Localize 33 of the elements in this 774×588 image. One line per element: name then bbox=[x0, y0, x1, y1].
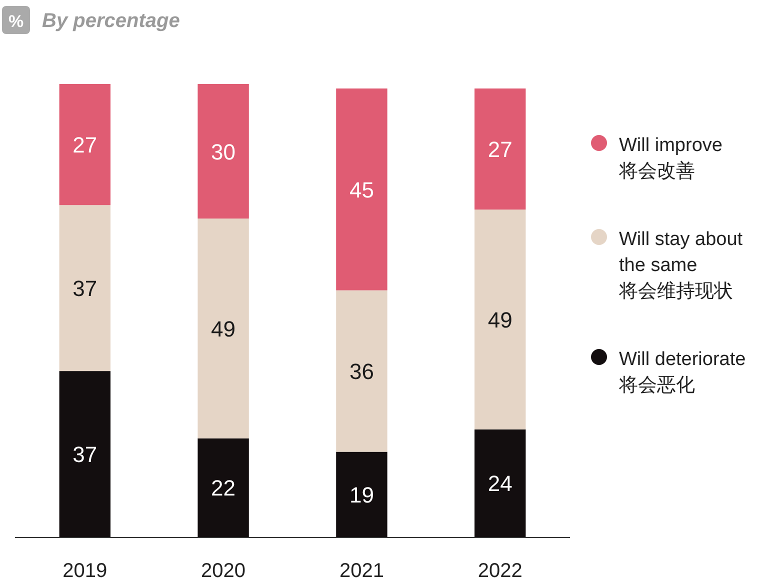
bar bbox=[474, 210, 526, 430]
legend-label: Will deteriorate 将会恶化 bbox=[618, 349, 746, 396]
chart-title: By percentage bbox=[42, 10, 180, 32]
bar bbox=[474, 88, 526, 210]
data-label: 27 bbox=[488, 137, 512, 162]
data-label: 24 bbox=[488, 471, 512, 496]
bar bbox=[59, 84, 110, 206]
data-label: 19 bbox=[349, 482, 374, 508]
bar bbox=[59, 205, 110, 372]
x-tick-label: 2020 bbox=[201, 560, 246, 582]
bar bbox=[336, 88, 388, 290]
x-tick-label: 2022 bbox=[478, 560, 522, 582]
bar bbox=[336, 452, 388, 537]
bar bbox=[198, 438, 249, 537]
x-tick-label: 2019 bbox=[62, 560, 108, 582]
legend-label: Will improve 将会改善 bbox=[618, 135, 722, 182]
data-label: 37 bbox=[72, 442, 98, 468]
bar bbox=[198, 84, 249, 219]
percent-badge-icon: % bbox=[2, 6, 30, 34]
data-label: 49 bbox=[488, 307, 512, 332]
x-tick-label: 2021 bbox=[339, 560, 384, 582]
data-label: 49 bbox=[211, 316, 236, 342]
data-label: 30 bbox=[211, 139, 236, 164]
data-label: 27 bbox=[72, 132, 98, 158]
data-label: 37 bbox=[72, 276, 98, 302]
data-label: 45 bbox=[349, 177, 374, 202]
bar bbox=[59, 371, 110, 537]
bar bbox=[474, 429, 526, 537]
data-label: 36 bbox=[349, 359, 374, 384]
bar bbox=[198, 218, 249, 438]
bar bbox=[336, 290, 388, 452]
data-label: 22 bbox=[211, 476, 236, 501]
legend-label: Will stay about the same 将会维持现状 bbox=[618, 229, 744, 302]
